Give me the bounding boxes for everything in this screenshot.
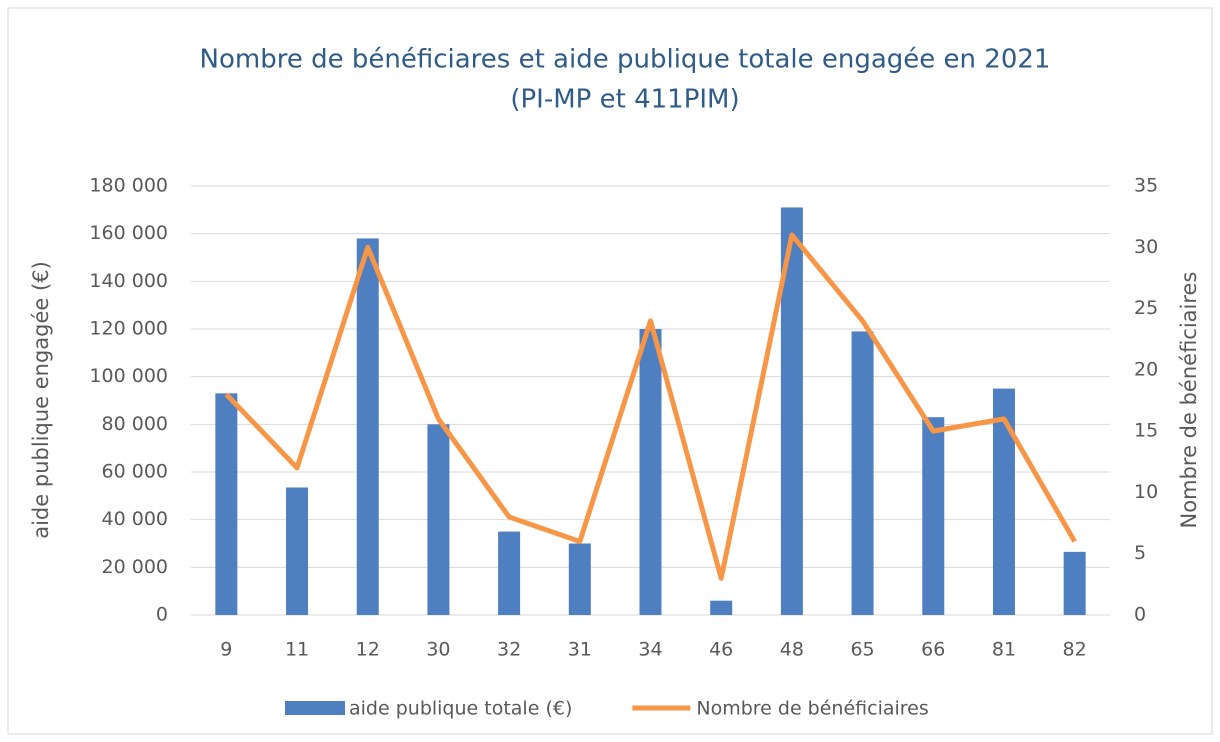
bar [356, 238, 379, 615]
y2-tick-label: 0 [1134, 604, 1146, 626]
y-tick-label: 60 000 [102, 461, 168, 483]
line [224, 232, 1077, 581]
y2-tick-label: 30 [1134, 236, 1158, 258]
y-tick-label: 100 000 [89, 365, 168, 387]
legend-swatch [285, 701, 345, 715]
y-tick-label: 80 000 [102, 413, 168, 435]
x-tick-label: 66 [921, 639, 945, 661]
y-tick-label: 20 000 [102, 556, 168, 578]
bar [568, 543, 591, 615]
bar [498, 531, 521, 615]
legend-label: aide publique totale (€) [349, 698, 572, 720]
x-tick-label: 65 [850, 639, 874, 661]
bar [922, 417, 945, 615]
x-tick-label: 11 [285, 639, 309, 661]
bar [851, 331, 874, 615]
y2-tick-label: 5 [1134, 542, 1146, 564]
x-tick-label: 30 [426, 639, 450, 661]
bar [780, 207, 803, 615]
bar [286, 487, 309, 615]
bar [427, 424, 450, 615]
x-tick-label: 12 [356, 639, 380, 661]
x-tick-label: 32 [497, 639, 521, 661]
y2-tick-label: 35 [1134, 175, 1158, 197]
y2-tick-label: 20 [1134, 358, 1158, 380]
y2-tick-label: 25 [1134, 297, 1158, 319]
y-axis-title: aide publique engagée (€) [29, 261, 53, 539]
y-tick-label: 180 000 [89, 175, 168, 197]
chart-title: (PI-MP et 411PIM) [510, 85, 739, 115]
y-tick-label: 120 000 [89, 318, 168, 340]
bar [710, 600, 733, 615]
x-tick-label: 34 [638, 639, 662, 661]
legend-label: Nombre de bénéficiaires [696, 698, 928, 720]
x-tick-label: 31 [568, 639, 592, 661]
y2-tick-label: 10 [1134, 481, 1158, 503]
bar [1063, 551, 1086, 615]
x-tick-label: 82 [1063, 639, 1087, 661]
y2-tick-label: 15 [1134, 420, 1158, 442]
y-tick-label: 140 000 [89, 270, 168, 292]
y2-axis-title: Nombre de bénéficiaires [1177, 272, 1201, 529]
chart-border [7, 7, 1213, 735]
bar [639, 329, 662, 615]
y-tick-label: 0 [156, 604, 168, 626]
x-tick-label: 81 [992, 639, 1016, 661]
x-tick-label: 48 [780, 639, 804, 661]
y-tick-label: 160 000 [89, 222, 168, 244]
bar [215, 393, 238, 615]
chart-title: Nombre de bénéficiares et aide publique … [200, 45, 1051, 75]
y-tick-label: 40 000 [102, 508, 168, 530]
x-tick-label: 9 [220, 639, 232, 661]
x-tick-label: 46 [709, 639, 733, 661]
bar [992, 388, 1015, 615]
